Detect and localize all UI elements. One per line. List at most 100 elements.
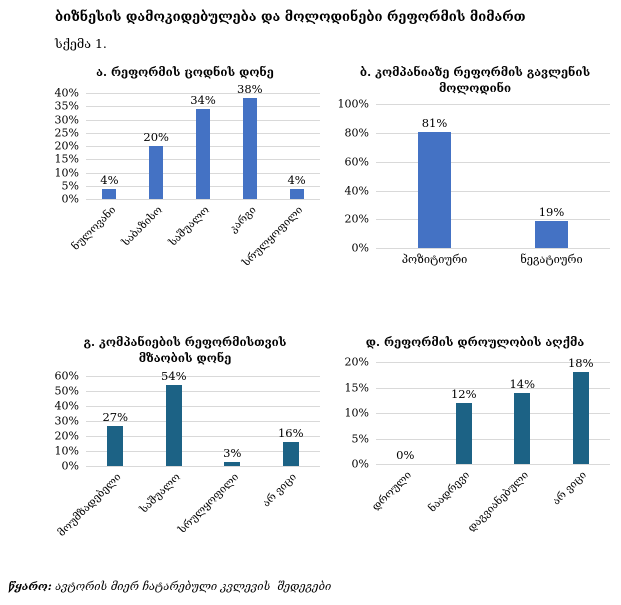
gridline xyxy=(376,104,610,106)
y-tick-label: 0% xyxy=(61,459,79,473)
y-tick-label: 10% xyxy=(54,444,79,458)
source-text: ავტორის მიერ ჩატარებული კვლევის შედეგები xyxy=(51,580,332,593)
bar xyxy=(242,98,257,200)
bar xyxy=(196,109,210,200)
bar-value-label: 18% xyxy=(567,356,594,371)
y-axis: 0% 5% 10% 15% 20% 25% 30% 35% 40% xyxy=(40,87,86,206)
y-tick-label: 40% xyxy=(54,86,79,100)
bar xyxy=(289,188,304,200)
y-tick-label: 35% xyxy=(54,99,79,113)
chart-a-reform-knowledge-level: ა. რეფორმის ცოდნის დონე 0% 5% 10% 15% 20% 25%… xyxy=(40,64,330,286)
y-tick-label: 20% xyxy=(54,429,79,443)
y-tick-label: 5% xyxy=(61,179,79,193)
bar-value-label: 3% xyxy=(223,445,242,460)
y-tick-label: 20% xyxy=(344,212,369,226)
category-label: მოუმზადებელი xyxy=(55,471,124,540)
gridline xyxy=(86,451,320,453)
chart-title: დ. რეფორმის დროულობის აღქმა xyxy=(365,335,585,349)
bar-value-label: 12% xyxy=(450,386,477,401)
plot: 81% 19% xyxy=(376,104,610,250)
bar-value-label: 38% xyxy=(237,82,263,97)
bar-value-label: 19% xyxy=(538,204,565,219)
chart-title: გ. კომპანიების რეფორმისთვის მზაობის დონე xyxy=(83,335,287,366)
y-tick-label: 30% xyxy=(54,414,79,428)
y-tick-label: 40% xyxy=(54,399,79,413)
y-tick-label: 10% xyxy=(344,406,369,420)
source-label: წყარო: xyxy=(8,580,52,593)
x-axis-labels: პოზიტიური ნეგატიური xyxy=(376,248,610,273)
bar-value-label: 54% xyxy=(160,369,187,384)
y-tick-label: 10% xyxy=(54,166,79,180)
chart-b-reform-impact-expectation: ბ. კომპანიაზე რეფორმის გავლენის მოლოდინი… xyxy=(330,64,620,286)
gridline xyxy=(376,161,610,163)
bar-value-label: 4% xyxy=(287,172,306,187)
gridline xyxy=(86,93,320,95)
bar-value-label: 27% xyxy=(102,409,129,424)
bar xyxy=(535,220,568,249)
gridline xyxy=(86,391,320,393)
gridline xyxy=(376,387,610,389)
category-label: კარგი xyxy=(227,204,259,236)
bar xyxy=(165,385,182,467)
category-label: სრულყოფილი xyxy=(175,471,241,537)
plot: 0% 12% 14% 18% xyxy=(376,356,610,466)
bar-value-label: 81% xyxy=(421,115,448,130)
bar-value-label: 16% xyxy=(277,426,304,441)
y-tick-label: 100% xyxy=(337,97,369,111)
bar xyxy=(282,442,299,467)
gridline xyxy=(86,436,320,438)
x-axis-labels: მოუმზადებელი საშუალო სრულყოფილი არ ვიცი xyxy=(56,466,320,551)
y-tick-label: 15% xyxy=(54,152,79,166)
figure-scheme-label: სქემა 1. xyxy=(55,36,107,51)
y-tick-label: 25% xyxy=(54,126,79,140)
y-tick-label: 0% xyxy=(351,457,369,471)
gridline xyxy=(376,438,610,440)
y-tick-label: 20% xyxy=(54,139,79,153)
category-label: პოზიტიური xyxy=(401,253,468,267)
gridline xyxy=(376,248,610,250)
bar-value-label: 14% xyxy=(509,376,536,391)
charts-grid: ა. რეფორმის ცოდნის დონე 0% 5% 10% 15% 20% 25%… xyxy=(40,64,620,551)
bar-value-label: 20% xyxy=(143,130,169,145)
category-label: დროული xyxy=(369,469,414,514)
plot: 27% 54% 3% 16% xyxy=(86,369,320,468)
gridline xyxy=(376,190,610,192)
y-tick-label: 80% xyxy=(344,126,369,140)
gridline xyxy=(376,362,610,364)
gridline xyxy=(86,466,320,468)
category-label: დაგვიანებული xyxy=(465,469,531,535)
category-label: ნეგატიური xyxy=(520,253,583,267)
chart-c-company-readiness-level: გ. კომპანიების რეფორმისთვის მზაობის დონე… xyxy=(40,334,330,551)
y-tick-label: 60% xyxy=(54,369,79,383)
chart-d-reform-timeliness-perception: დ. რეფორმის დროულობის აღქმა 0% 5% 10% 15% 20… xyxy=(330,334,620,551)
source-note: წყარო: ავტორის მიერ ჩატარებული კვლევის შ… xyxy=(8,580,331,593)
category-label: არ ვიცი xyxy=(550,469,590,508)
y-tick-label: 20% xyxy=(344,355,369,369)
category-label: საშუალო xyxy=(137,471,183,516)
y-tick-label: 60% xyxy=(344,155,369,169)
chart-plot-area: 0% 5% 10% 15% 20% 0% 12% 14% 18% xyxy=(330,356,620,471)
gridline xyxy=(376,219,610,221)
bar xyxy=(418,131,451,249)
bar-value-label: 0% xyxy=(396,448,415,463)
y-tick-label: 40% xyxy=(344,184,369,198)
y-tick-label: 15% xyxy=(344,381,369,395)
y-axis: 0% 20% 40% 60% 80% 100% xyxy=(330,98,376,255)
gridline xyxy=(86,199,320,201)
bar xyxy=(224,461,241,467)
plot: 4% 20% 34% 38% 4% xyxy=(86,82,320,201)
chart-plot-area: 0% 10% 20% 30% 40% 50% 60% 27% 54% 3% 16% xyxy=(40,369,330,473)
bar xyxy=(102,188,117,200)
y-tick-label: 30% xyxy=(54,113,79,127)
bar xyxy=(455,402,472,465)
x-axis-labels: დროული ნაადრევი დაგვიანებული არ ვიცი xyxy=(370,464,610,549)
bar xyxy=(514,392,531,465)
category-label: ნულოვანი xyxy=(69,204,118,253)
chart-title: ბ. კომპანიაზე რეფორმის გავლენის მოლოდინი xyxy=(359,65,591,96)
category-label: არ ვიცი xyxy=(260,471,300,510)
category-label: საბაზისო xyxy=(120,204,165,249)
bar-value-label: 34% xyxy=(190,93,216,107)
bar xyxy=(107,425,124,467)
gridline xyxy=(86,106,320,108)
